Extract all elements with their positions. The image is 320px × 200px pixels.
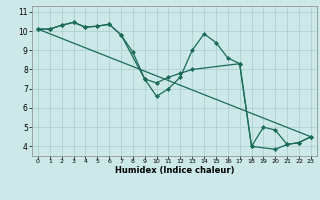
X-axis label: Humidex (Indice chaleur): Humidex (Indice chaleur) [115, 166, 234, 175]
